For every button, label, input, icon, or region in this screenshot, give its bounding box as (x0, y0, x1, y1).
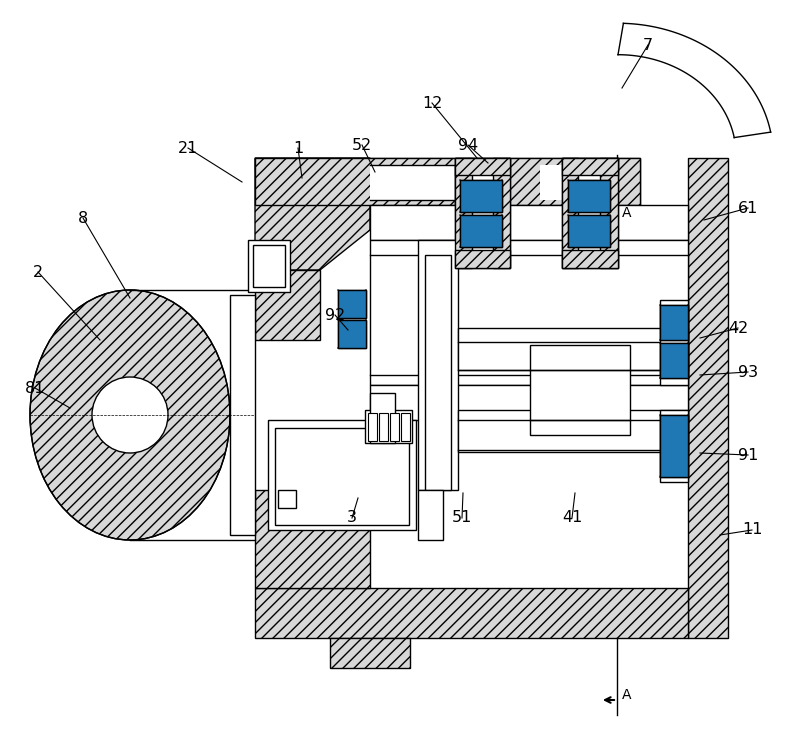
Text: 91: 91 (738, 448, 758, 463)
Text: A: A (622, 688, 631, 702)
Bar (460, 215, 502, 247)
Text: 92: 92 (325, 307, 345, 322)
Bar (660, 343, 688, 378)
Bar (248, 240, 290, 292)
Bar (338, 290, 366, 318)
Bar (418, 490, 443, 540)
Bar (338, 320, 366, 348)
Text: 1: 1 (293, 140, 303, 155)
Bar (460, 180, 502, 212)
Bar (568, 215, 610, 247)
Polygon shape (455, 158, 510, 268)
Text: 42: 42 (728, 321, 748, 336)
Text: 41: 41 (562, 511, 582, 525)
Polygon shape (562, 158, 618, 175)
Text: 3: 3 (347, 511, 357, 525)
Polygon shape (562, 158, 578, 268)
Polygon shape (255, 158, 640, 205)
Polygon shape (455, 158, 472, 268)
Bar (401, 413, 410, 441)
Polygon shape (255, 270, 320, 340)
Polygon shape (255, 588, 688, 638)
Polygon shape (688, 158, 728, 638)
Bar (660, 415, 688, 477)
Bar (268, 420, 416, 530)
Polygon shape (255, 158, 370, 270)
Text: 93: 93 (738, 364, 758, 380)
Text: 11: 11 (742, 522, 762, 537)
Bar (568, 180, 610, 212)
Bar (370, 165, 455, 200)
Bar (660, 300, 688, 385)
Text: 12: 12 (422, 95, 442, 111)
Text: 51: 51 (452, 511, 472, 525)
Bar (660, 410, 688, 482)
Bar (275, 428, 409, 525)
Bar (370, 205, 688, 240)
Bar (390, 413, 399, 441)
Bar (568, 215, 610, 247)
Polygon shape (455, 250, 510, 268)
Bar (458, 328, 688, 370)
Bar (568, 180, 610, 212)
Polygon shape (455, 158, 510, 175)
Bar (540, 165, 570, 200)
Text: 2: 2 (33, 265, 43, 279)
Polygon shape (600, 158, 618, 268)
Bar (458, 410, 688, 452)
Bar (530, 345, 630, 435)
Bar (253, 245, 285, 287)
Polygon shape (562, 250, 618, 268)
Bar (338, 290, 366, 318)
Bar (370, 385, 688, 420)
Bar (418, 240, 458, 490)
Bar (368, 413, 377, 441)
Text: 52: 52 (352, 137, 372, 152)
Polygon shape (330, 638, 410, 668)
Polygon shape (255, 490, 370, 588)
Polygon shape (255, 158, 640, 205)
Bar (338, 320, 366, 348)
Bar (370, 240, 688, 385)
Bar (365, 410, 412, 443)
Bar (660, 343, 688, 378)
Bar (278, 490, 296, 508)
Text: 7: 7 (643, 38, 653, 52)
Polygon shape (230, 295, 255, 535)
Bar (660, 305, 688, 340)
Polygon shape (562, 158, 618, 268)
Text: 21: 21 (178, 140, 198, 155)
Text: 81: 81 (25, 381, 46, 395)
Bar (460, 215, 502, 247)
Bar (425, 255, 451, 490)
Bar (379, 413, 388, 441)
Text: 8: 8 (78, 211, 88, 225)
Ellipse shape (30, 290, 230, 540)
Bar (660, 305, 688, 340)
Bar (370, 393, 395, 443)
Polygon shape (493, 158, 510, 268)
Bar (660, 415, 688, 477)
Text: 61: 61 (738, 200, 758, 216)
Text: A: A (622, 206, 631, 220)
Ellipse shape (92, 377, 168, 453)
Bar (460, 180, 502, 212)
Text: 94: 94 (458, 137, 478, 152)
